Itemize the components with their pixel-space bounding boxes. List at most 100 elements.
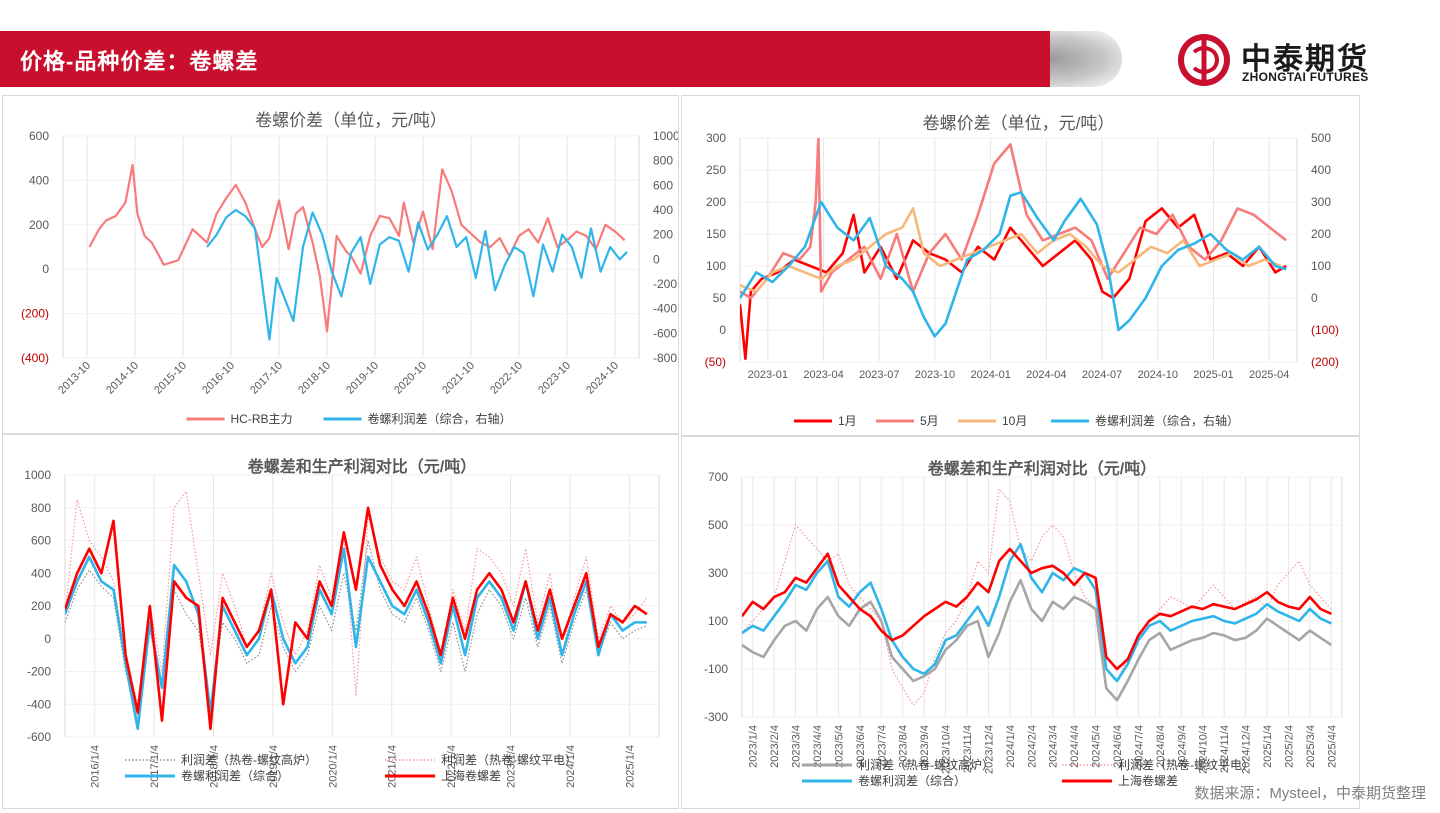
x-tick-label: 2024/5/4 [1091, 725, 1103, 768]
series-line-1 [740, 138, 1287, 300]
x-tick-label: 2021-10 [440, 360, 477, 397]
y2-tick-label: 600 [653, 178, 673, 192]
title-bar [0, 31, 1060, 87]
x-tick-label: 2023-01 [748, 369, 788, 381]
x-tick-label: 2014-10 [104, 360, 141, 397]
x-tick-label: 2023/2/4 [769, 725, 781, 768]
y-tick-label: 300 [706, 131, 726, 145]
y-tick-label: 800 [31, 501, 51, 515]
y-tick-label: -300 [704, 710, 728, 724]
x-tick-label: 2020/1/4 [327, 745, 339, 788]
y-tick-label: 600 [31, 534, 51, 548]
series-line-3 [742, 547, 1332, 671]
plot-area [62, 135, 640, 359]
x-tick-label: 2024/12/4 [1241, 725, 1253, 774]
x-tick-label: 2017/1/4 [149, 745, 161, 788]
x-tick-label: 2023/9/4 [919, 725, 931, 768]
series-line-3 [65, 506, 648, 731]
x-tick-label: 2018/1/4 [209, 745, 221, 788]
x-tick-label: 2024/7/4 [1133, 725, 1145, 768]
y-tick-label: (400) [21, 351, 49, 365]
legend-label: 上海卷螺差 [441, 768, 501, 783]
y2-tick-label: -200 [653, 277, 677, 291]
x-tick-label: 2013-10 [56, 360, 93, 397]
y2-tick-label: 0 [653, 252, 660, 266]
y-tick-label: -200 [27, 665, 51, 679]
legend-label: 卷螺利润差（综合） [181, 768, 289, 783]
x-tick-label: 2024/6/4 [1112, 725, 1124, 768]
x-tick-label: 2025/1/4 [1262, 725, 1274, 768]
y2-tick-label: 200 [1311, 227, 1331, 241]
y-tick-label: (50) [705, 355, 726, 369]
x-tick-label: 2024-10 [1138, 369, 1178, 381]
page-title: 价格-品种价差：卷螺差 [20, 49, 259, 74]
x-tick-label: 2023-10 [536, 360, 573, 397]
y2-tick-label: (100) [1311, 323, 1339, 337]
legend-label: 利润差（热卷-螺纹高炉） [181, 752, 317, 767]
logo-text-en: ZHONGTAI FUTURES [1242, 70, 1369, 84]
x-tick-label: 2023/3/4 [791, 725, 803, 768]
y-tick-label: 50 [713, 291, 727, 305]
chart-title: 卷螺价差（单位，元/吨） [923, 114, 1115, 133]
y2-tick-label: 300 [1311, 195, 1331, 209]
y-tick-label: 500 [708, 518, 728, 532]
y-tick-label: -100 [704, 662, 728, 676]
x-tick-label: 2025-01 [1193, 369, 1233, 381]
series-line-2 [742, 542, 1332, 683]
chart-monthly-spread: 卷螺价差（单位，元/吨） 2023-01 2023-04 2023-07 2023-10… [705, 114, 1339, 428]
y-tick-label: 250 [706, 163, 726, 177]
x-tick-label: 2023/11/4 [962, 725, 974, 773]
y-tick-label: 1000 [24, 468, 51, 482]
y2-tick-label: 800 [653, 154, 673, 168]
x-tick-label: 2023/10/4 [941, 725, 953, 774]
y-tick-label: 0 [719, 323, 726, 337]
x-tick-label: 2023/6/4 [855, 725, 867, 768]
y-tick-label: 400 [29, 173, 49, 187]
legend-label: 利润差（热卷-螺纹高炉） [858, 757, 994, 772]
y2-tick-label: 200 [653, 228, 673, 242]
x-tick-label: 2024/1/4 [565, 745, 577, 788]
y-tick-label: -400 [27, 697, 51, 711]
x-tick-label: 2024/2/4 [1026, 725, 1038, 768]
legend-label: 卷螺利润差（综合，右轴） [1095, 413, 1239, 428]
y-tick-label: 200 [706, 195, 726, 209]
y-tick-label: 200 [31, 599, 51, 613]
x-tick-label: 2017-10 [248, 360, 285, 397]
x-tick-label: 2023-04 [803, 369, 843, 381]
chart-title: 卷螺差和生产利润对比（元/吨） [247, 457, 476, 476]
y-tick-label: 600 [29, 129, 49, 143]
legend-label: 1月 [838, 414, 857, 428]
x-tick-label: 2025/4/4 [1326, 725, 1338, 768]
y-tick-label: 0 [44, 632, 51, 646]
y2-tick-label: 0 [1311, 291, 1318, 305]
y2-tick-label: 500 [1311, 131, 1331, 145]
x-tick-label: 2024-04 [1026, 369, 1066, 381]
x-tick-label: 2023-10 [915, 369, 955, 381]
y2-tick-label: 100 [1311, 259, 1331, 273]
series-line-2 [65, 547, 647, 731]
legend-label: HC-RB主力 [231, 412, 293, 426]
y-tick-label: (200) [21, 307, 49, 321]
y-tick-label: 100 [706, 259, 726, 273]
x-tick-label: 2024-10 [584, 360, 621, 397]
x-tick-label: 2024/10/4 [1198, 725, 1210, 774]
x-tick-label: 2021/1/4 [387, 745, 399, 788]
series-line-3 [740, 191, 1287, 338]
x-tick-label: 2016-10 [200, 360, 237, 397]
y-tick-label: 400 [31, 566, 51, 580]
x-tick-label: 2024/1/4 [1005, 725, 1017, 768]
legend-label: 利润差（热卷-螺纹平电） [1118, 757, 1254, 772]
y2-tick-label: -400 [653, 302, 677, 316]
legend-label: 利润差（热卷-螺纹平电） [441, 752, 577, 767]
x-tick-label: 2025/2/4 [1283, 725, 1295, 768]
x-tick-label: 2024-01 [970, 369, 1010, 381]
chart-panel-3: 卷螺差和生产利润对比（元/吨） 2016/1/4 2017/1/4 2018/1/4 2… [2, 434, 679, 809]
y-tick-label: 700 [708, 470, 728, 484]
title-bar-shadow [1050, 31, 1122, 87]
x-tick-label: 2023/7/4 [876, 725, 888, 768]
x-tick-label: 2023/1/4 [506, 745, 518, 788]
x-tick-label: 2024/3/4 [1048, 725, 1060, 768]
y2-tick-label: -600 [653, 326, 677, 340]
y-tick-label: -600 [27, 730, 51, 744]
chart-title: 卷螺差和生产利润对比（元/吨） [927, 459, 1156, 478]
